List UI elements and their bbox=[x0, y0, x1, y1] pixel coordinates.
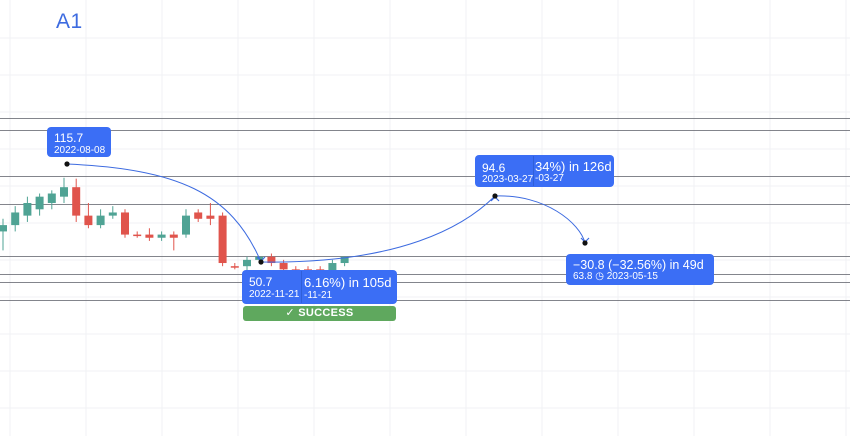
candle-body bbox=[206, 215, 215, 219]
low-back-line1: 6.16%) in 105d bbox=[304, 275, 392, 290]
high-date: 2022-08-08 bbox=[54, 145, 106, 156]
candle-body bbox=[121, 212, 129, 235]
target-point-label[interactable]: −30.8 (−32.56%) in 49d 63.8 ◷ 2023-05-15 bbox=[567, 255, 713, 284]
rebound-value: 94.6 bbox=[482, 161, 506, 175]
candle-body bbox=[157, 234, 166, 238]
candle-body bbox=[108, 212, 117, 216]
candle-body bbox=[11, 212, 20, 226]
candle-body bbox=[194, 212, 203, 219]
rebound-date: 2023-03-27 bbox=[482, 174, 534, 185]
low-value: 50.7 bbox=[249, 275, 273, 289]
candle-body bbox=[145, 234, 154, 238]
rebound-point-label[interactable]: 34%) in 126d -03-27 94.6 2023-03-27 bbox=[476, 156, 613, 186]
candle-body bbox=[169, 234, 178, 238]
low-back-line2: -11-21 bbox=[304, 290, 333, 301]
rebound-back-line1: 34%) in 126d bbox=[535, 159, 612, 174]
candles bbox=[0, 177, 349, 279]
candle-body bbox=[60, 187, 68, 197]
low-point-label[interactable]: 6.16%) in 105d -11-21 50.7 2022-11-21 bbox=[243, 271, 396, 303]
candle-body bbox=[35, 196, 44, 210]
candle-body bbox=[23, 202, 32, 216]
curve-high-to-low bbox=[66, 163, 262, 263]
candle-body bbox=[267, 256, 276, 264]
point-low bbox=[258, 259, 264, 265]
point-rebound bbox=[492, 193, 498, 199]
success-badge: ✓ SUCCESS bbox=[243, 306, 396, 321]
projection-points bbox=[64, 161, 588, 265]
candle-body bbox=[340, 256, 349, 264]
candle-body bbox=[72, 187, 81, 216]
candle-body bbox=[133, 234, 142, 237]
projection-curves bbox=[66, 163, 590, 263]
candle-body bbox=[218, 215, 227, 264]
target-line2: 63.8 ◷ 2023-05-15 bbox=[573, 271, 658, 282]
candle-body bbox=[96, 215, 105, 226]
candle-body bbox=[47, 193, 56, 203]
candle-body bbox=[279, 263, 288, 270]
candle-body bbox=[291, 269, 300, 271]
candle-body bbox=[0, 225, 7, 232]
high-value: 115.7 bbox=[54, 131, 84, 145]
curve-rebound-to-target bbox=[494, 195, 586, 244]
symbol-title: A1 bbox=[56, 10, 83, 33]
candle-body bbox=[316, 269, 325, 273]
rebound-back-line2: -03-27 bbox=[535, 173, 564, 184]
candle-body bbox=[84, 215, 93, 226]
horizontal-levels bbox=[0, 118, 850, 301]
candle-body bbox=[230, 266, 239, 268]
point-target bbox=[582, 240, 588, 246]
target-line1: −30.8 (−32.56%) in 49d bbox=[573, 258, 704, 272]
curve-low-to-rebound bbox=[260, 195, 496, 263]
candle-body bbox=[304, 269, 312, 273]
candle-body bbox=[328, 263, 337, 273]
high-point-label[interactable]: 115.7 2022-08-08 bbox=[48, 128, 110, 156]
candle-body bbox=[243, 259, 251, 267]
low-date: 2022-11-21 bbox=[249, 289, 300, 300]
point-high bbox=[64, 161, 70, 167]
candle-body bbox=[182, 215, 190, 235]
